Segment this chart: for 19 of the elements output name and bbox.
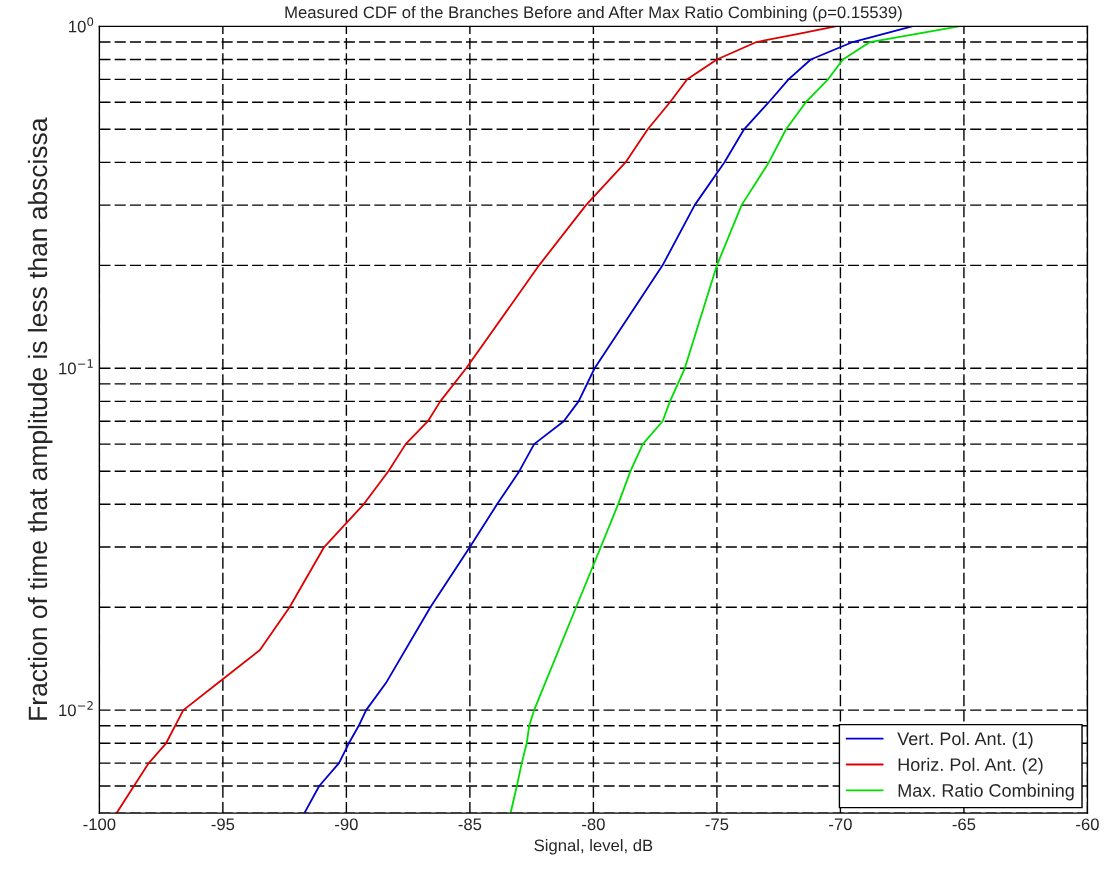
legend-label: Horiz. Pol. Ant. (2) (898, 757, 1043, 775)
x-tick-label: -85 (458, 818, 482, 831)
x-tick-label: -70 (829, 818, 852, 831)
y-tick-label: 10$^{−1}$ (59, 359, 93, 375)
x-tick-label: -65 (952, 818, 976, 831)
x-tick-label: -95 (211, 818, 235, 831)
y-tick-label: 10$^{0}$ (69, 17, 94, 33)
x-tick-label: -60 (1076, 818, 1099, 831)
line-series (115, 26, 837, 814)
y-tick-label: 10$^{−2}$ (59, 701, 93, 717)
legend-label: Max. Ratio Combining (898, 783, 1074, 801)
x-tick-label: -90 (335, 818, 358, 831)
x-tick-label: -100 (83, 818, 116, 831)
x-tick-label: -75 (705, 818, 729, 831)
legend-label: Vert. Pol. Ant. (1) (897, 731, 1033, 749)
x-tick-label: -80 (582, 818, 605, 831)
chart-title: Measured CDF of the Branches Before and After Max Ratio Combining (ρ=0.15539) (285, 5, 902, 22)
x-axis-title: Signal, level, dB (534, 839, 653, 855)
y-axis-title: Fraction of time that amplitude is less than abscissa (27, 117, 53, 720)
